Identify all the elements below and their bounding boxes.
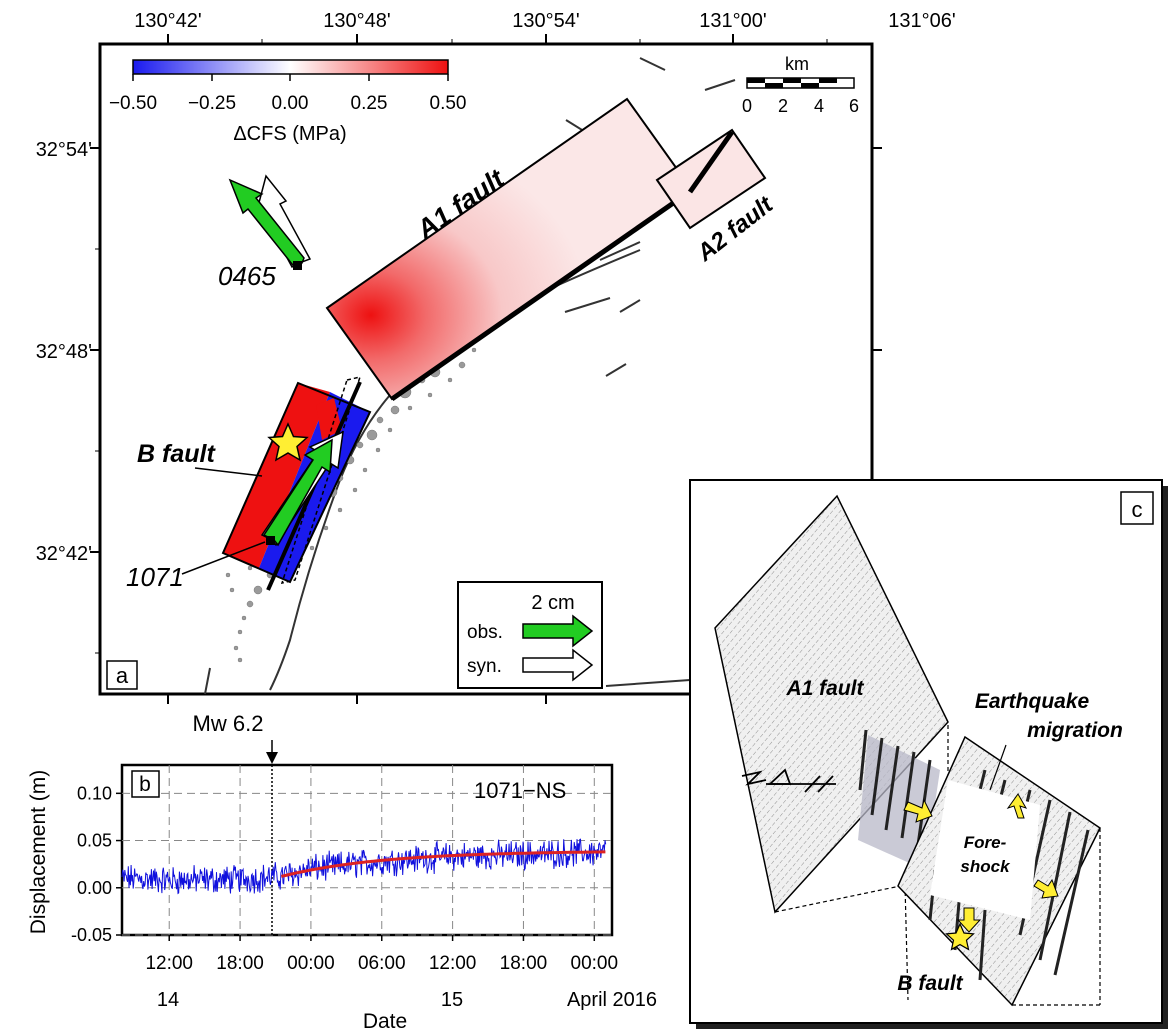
date-label: 14 [157, 989, 179, 1011]
panel-c: Fore- shock A1 fault B fault Earthquake … [689, 479, 1168, 1029]
map-ticks [90, 34, 882, 704]
scalebar-tick-label: 0 [742, 96, 752, 116]
b-fault-leader-line [194, 467, 263, 477]
timeseries-y-ticks: 0.10 0.05 0.00 -0.05 [71, 783, 122, 945]
legend-obs-arrow [522, 614, 594, 648]
panel-a: 130°42' 130°48' 130°54' 131°00' 131°06' … [36, 10, 956, 704]
date-label: April 2016 [567, 989, 657, 1011]
a1-fault-top-edge [390, 187, 694, 402]
orientation-symbol-icon [741, 768, 836, 793]
migration-arrow-icon [1033, 878, 1059, 899]
panel-b-label: b [139, 773, 151, 796]
obs-vector-1071 [262, 438, 333, 547]
panel-b: Mw 6.2 0.10 0.05 0.00 -0.05 12:00 18:00 00:00… [27, 711, 657, 1032]
legend-syn-label: syn. [467, 656, 502, 677]
lat-tick-label: 32°48' [36, 341, 92, 363]
x-tick-label: 12:00 [429, 953, 477, 974]
scalebar-tick-label: 2 [778, 96, 788, 116]
x-tick-label: 00:00 [287, 953, 335, 974]
foreshock-label-line1: Fore- [964, 833, 1007, 852]
scalebar-unit: km [785, 54, 809, 74]
station-marker-1071 [266, 536, 275, 545]
lat-tick-label: 32°42' [36, 543, 92, 565]
station-1071: 1071 [126, 430, 344, 592]
x-tick-label: 18:00 [216, 953, 264, 974]
scalebar: km 0 2 4 6 [742, 54, 859, 116]
lon-tick-label: 131°06' [888, 10, 955, 32]
station-label-1071: 1071 [126, 562, 184, 592]
panel-c-a1-label: A1 fault [785, 677, 864, 700]
migration-arrows [903, 793, 1059, 933]
panel-a-label-box [106, 660, 138, 690]
x-axis-label: Date [363, 1010, 407, 1032]
b-fault-dashed-outline [280, 375, 362, 585]
x-tick-label: 00:00 [571, 953, 619, 974]
colorbar-tick-label: 0.25 [351, 93, 388, 114]
lon-tick-label: 130°48' [323, 10, 390, 32]
scalebar-tick-label: 6 [849, 96, 859, 116]
timeseries-grid [122, 765, 612, 936]
vector-legend: 2 cm obs. syn. [457, 581, 603, 689]
legend-obs-label: obs. [467, 622, 503, 643]
lon-tick-label: 130°54' [512, 10, 579, 32]
panel-c-label: c [1132, 497, 1143, 522]
lon-tick-label: 130°42' [134, 10, 201, 32]
map-minor-ticks [95, 39, 828, 654]
lat-tick-label: 32°54' [36, 139, 92, 161]
legend-scale-label: 2 cm [531, 592, 574, 614]
y-tick-label: 0.10 [77, 783, 112, 803]
a2-fault-plane [655, 128, 767, 230]
a2-fault-top-edge [687, 130, 735, 194]
colorbar-tick-label: −0.50 [109, 93, 157, 114]
mainshock-star-icon [267, 422, 309, 462]
migration-label-line1: Earthquake [975, 690, 1090, 713]
lon-tick-label: 131°00' [699, 10, 766, 32]
legend-syn-arrow [522, 648, 594, 682]
series-fit-line [281, 850, 606, 878]
colorbar-tick-label: 0.50 [430, 93, 467, 114]
station-marker-0465 [293, 261, 302, 270]
scalebar-tick-label: 4 [814, 96, 824, 116]
y-tick-label: 0.00 [77, 878, 112, 898]
migration-label-line2: migration [1027, 719, 1123, 742]
migration-arrow-icon [1006, 793, 1028, 819]
foreshock-patch [930, 780, 1040, 920]
station-1071-leader-line [181, 541, 266, 575]
colorbar-gradient [132, 59, 449, 75]
station-label-0465: 0465 [218, 261, 276, 291]
foreshock-label-line2: shock [960, 857, 1011, 876]
colorbar: −0.50 −0.25 0.00 0.25 0.50 ΔCFS (MPa) [109, 59, 467, 145]
panel-a-label: a [116, 663, 129, 688]
series-observed-line [121, 838, 607, 895]
migration-arrow-icon [903, 798, 933, 823]
panel-c-label-box [1120, 491, 1154, 525]
station-component-label: 1071−NS [474, 778, 566, 803]
event-label: Mw 6.2 [193, 711, 264, 736]
colorbar-tick-label: −0.25 [188, 93, 236, 114]
panel-c-b-label: B fault [897, 972, 963, 995]
panel-c-a1-plane [714, 494, 949, 914]
migration-leader-line [989, 744, 1007, 791]
panel-b-label-box [131, 770, 160, 798]
b-fault-label: B fault [137, 440, 216, 468]
colorbar-tick-label: 0.00 [272, 93, 309, 114]
y-tick-label: -0.05 [71, 925, 112, 945]
x-tick-label: 06:00 [358, 953, 406, 974]
y-axis-label: Displacement (m) [27, 770, 50, 935]
timeseries-x-ticks: 12:00 18:00 00:00 06:00 12:00 18:00 00:00 [145, 935, 618, 974]
foreshock-star-icon [945, 922, 975, 951]
y-tick-label: 0.05 [77, 831, 112, 851]
colorbar-title: ΔCFS (MPa) [233, 123, 346, 145]
x-tick-label: 18:00 [500, 953, 548, 974]
station-0465: 0465 [218, 174, 312, 291]
obs-vector-0465 [228, 178, 305, 271]
migration-arrow-icon [956, 907, 982, 933]
x-tick-label: 12:00 [145, 953, 193, 974]
date-label: 15 [441, 989, 463, 1011]
